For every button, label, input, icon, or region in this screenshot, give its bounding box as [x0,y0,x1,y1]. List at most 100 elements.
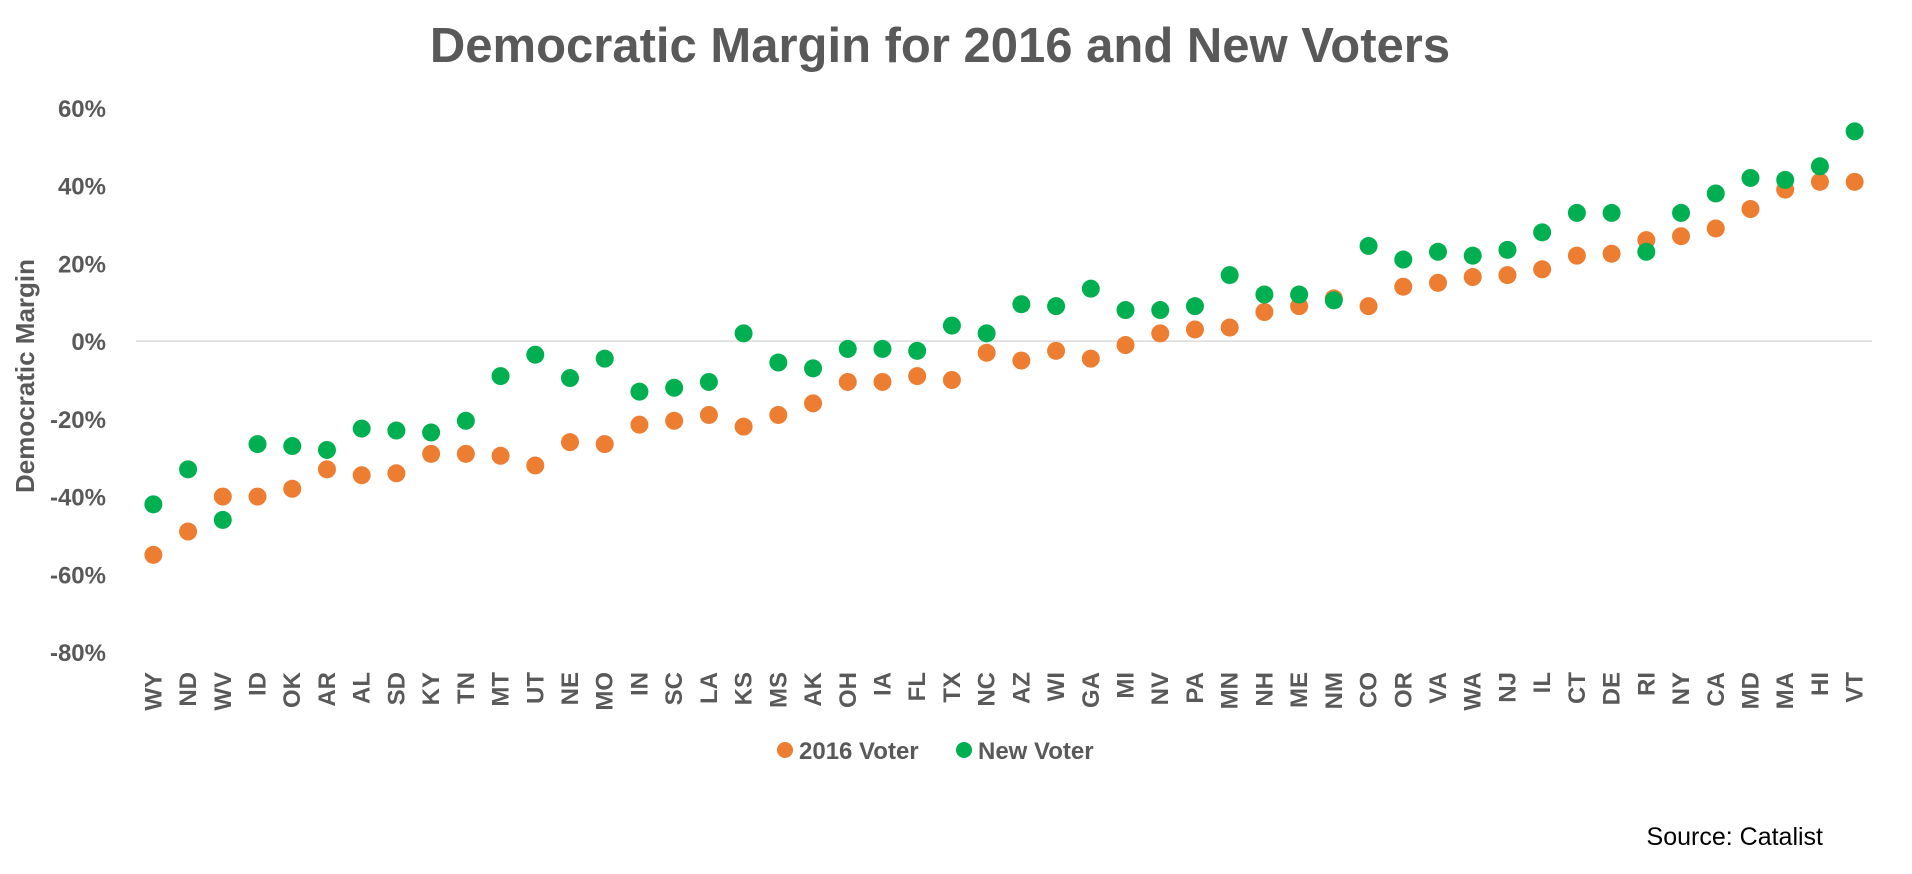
source-note: Source: Catalist [1647,823,1824,851]
data-point [526,456,545,475]
data-point [1220,318,1239,337]
data-point [1602,203,1621,222]
data-point [213,487,232,506]
data-point [422,444,441,463]
data-point [1359,297,1378,316]
x-tick-label: WY [140,672,167,711]
data-point [699,405,718,424]
data-point [526,345,545,364]
data-point [1185,320,1204,339]
x-tick-label: NE [557,672,584,705]
data-point [456,444,475,463]
data-point [1047,297,1066,316]
data-point [1498,266,1517,285]
data-point [665,411,684,430]
x-tick-label: SC [661,672,688,705]
data-point [352,419,371,438]
data-point [1151,324,1170,343]
legend-item-2016-voter: 2016 Voter [777,738,919,765]
y-axis-label: Democratic Margin [10,259,40,493]
data-point [1741,200,1760,219]
data-point [1567,246,1586,265]
x-tick-label: KY [418,672,445,705]
x-tick-label: VT [1842,672,1869,703]
y-tick-label: 20% [58,251,106,278]
x-tick-label: MI [1113,672,1140,699]
data-point [838,339,857,358]
data-point [1151,301,1170,320]
legend-item-new-voter: New Voter [956,738,1094,765]
data-point [1012,295,1031,314]
data-point [734,417,753,436]
data-point [283,437,302,456]
y-tick-label: -40% [50,485,106,512]
x-tick-label: NM [1321,672,1348,709]
y-tick-label: -80% [50,640,106,667]
y-tick-label: 60% [58,96,106,123]
y-tick-label: 0% [71,329,106,356]
data-point [595,349,614,368]
data-point [595,435,614,454]
data-point [1637,242,1656,261]
data-point [630,415,649,434]
plot-area [144,122,1864,564]
legend: 2016 Voter New Voter [777,738,1094,765]
data-point [1255,285,1274,304]
x-tick-label: MD [1737,672,1764,709]
data-point [942,316,961,335]
data-point [1533,223,1552,242]
x-tick-label: ID [245,672,272,696]
data-point [873,339,892,358]
data-point [1776,170,1795,189]
x-tick-label: IN [626,672,653,696]
x-tick-label: WI [1043,672,1070,701]
data-point [1012,351,1031,370]
x-tick-label: RI [1633,672,1660,696]
x-tick-label: UT [522,672,549,704]
data-point [1498,240,1517,259]
data-point [1116,336,1135,355]
legend-marker-new-voter [956,742,972,758]
data-point [283,479,302,498]
data-point [561,433,579,452]
x-tick-label: AR [314,672,341,707]
data-point [1602,244,1621,263]
y-tick-label: -20% [50,407,106,434]
data-point [491,446,510,465]
x-tick-label: WA [1460,672,1487,711]
data-point [561,369,579,388]
data-point [1845,172,1864,191]
x-tick-label: OK [279,671,306,708]
series-new-voter [144,122,1864,529]
data-point [1394,250,1413,269]
x-tick-label: FL [904,672,931,701]
x-tick-label: MA [1772,672,1799,709]
data-point [908,341,927,360]
data-point [804,394,823,413]
data-point [1533,260,1552,279]
legend-label-2016-voter: 2016 Voter [799,738,919,765]
x-tick-label: AL [349,672,376,704]
x-tick-label: PA [1182,672,1209,704]
data-point [1706,184,1725,203]
x-tick-label: OH [835,672,862,708]
data-point [456,411,475,430]
data-point [665,378,684,397]
data-point [1672,227,1691,246]
chart-title: Democratic Margin for 2016 and New Voter… [430,19,1450,73]
data-point [213,510,232,529]
legend-label-new-voter: New Voter [978,738,1094,765]
x-tick-label: NY [1668,672,1695,705]
data-point [908,367,927,386]
x-tick-label: NJ [1494,672,1521,703]
x-tick-label: MS [765,672,792,708]
x-tick-label: WV [210,672,237,711]
data-point [1463,246,1482,265]
x-tick-label: LA [696,672,723,704]
legend-marker-2016-voter [777,742,793,758]
data-point [804,359,823,378]
x-tick-label: AZ [1008,672,1035,704]
data-point [352,466,371,485]
data-point [144,545,163,564]
